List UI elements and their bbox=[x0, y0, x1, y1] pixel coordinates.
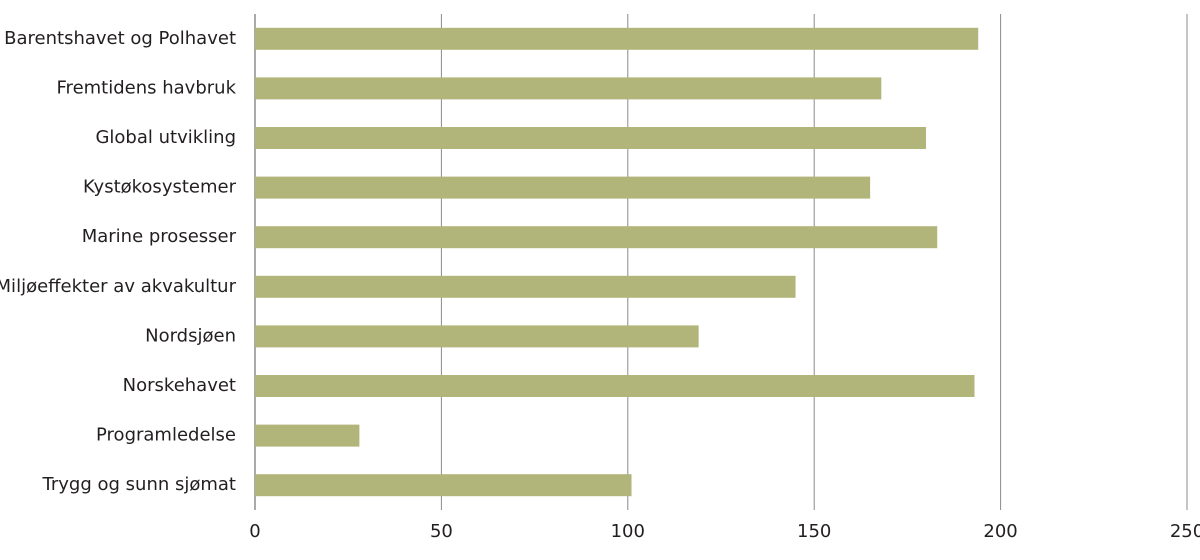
x-tick-label: 50 bbox=[430, 521, 453, 542]
bar bbox=[255, 474, 632, 497]
bar bbox=[255, 176, 871, 199]
bar bbox=[255, 375, 975, 397]
bar bbox=[255, 77, 882, 100]
bar bbox=[255, 424, 360, 447]
x-tick-label: 150 bbox=[797, 521, 831, 542]
y-tick-label: Kystøkosystemer bbox=[83, 177, 237, 198]
y-tick-label: Programledelse bbox=[96, 425, 236, 446]
y-tick-label: Marine prosesser bbox=[82, 226, 237, 247]
bar bbox=[255, 127, 927, 149]
bar bbox=[255, 275, 796, 298]
x-tick-label: 100 bbox=[611, 521, 645, 542]
y-tick-label: Norskehavet bbox=[123, 375, 236, 396]
y-tick-label: Trygg og sunn sjømat bbox=[42, 474, 236, 495]
bar bbox=[255, 325, 699, 348]
x-tick-label: 0 bbox=[249, 521, 260, 542]
x-tick-label: 250 bbox=[1170, 521, 1200, 542]
y-tick-label: Fremtidens havbruk bbox=[57, 77, 237, 98]
y-tick-label: Nordsjøen bbox=[145, 325, 236, 346]
bar bbox=[255, 27, 979, 50]
bar bbox=[255, 226, 938, 249]
x-tick-label: 200 bbox=[983, 521, 1017, 542]
y-tick-label: Miljøeffekter av akvakultur bbox=[0, 276, 237, 297]
y-tick-label: Barentshavet og Polhavet bbox=[4, 28, 236, 49]
y-tick-label: Global utvikling bbox=[95, 127, 236, 148]
